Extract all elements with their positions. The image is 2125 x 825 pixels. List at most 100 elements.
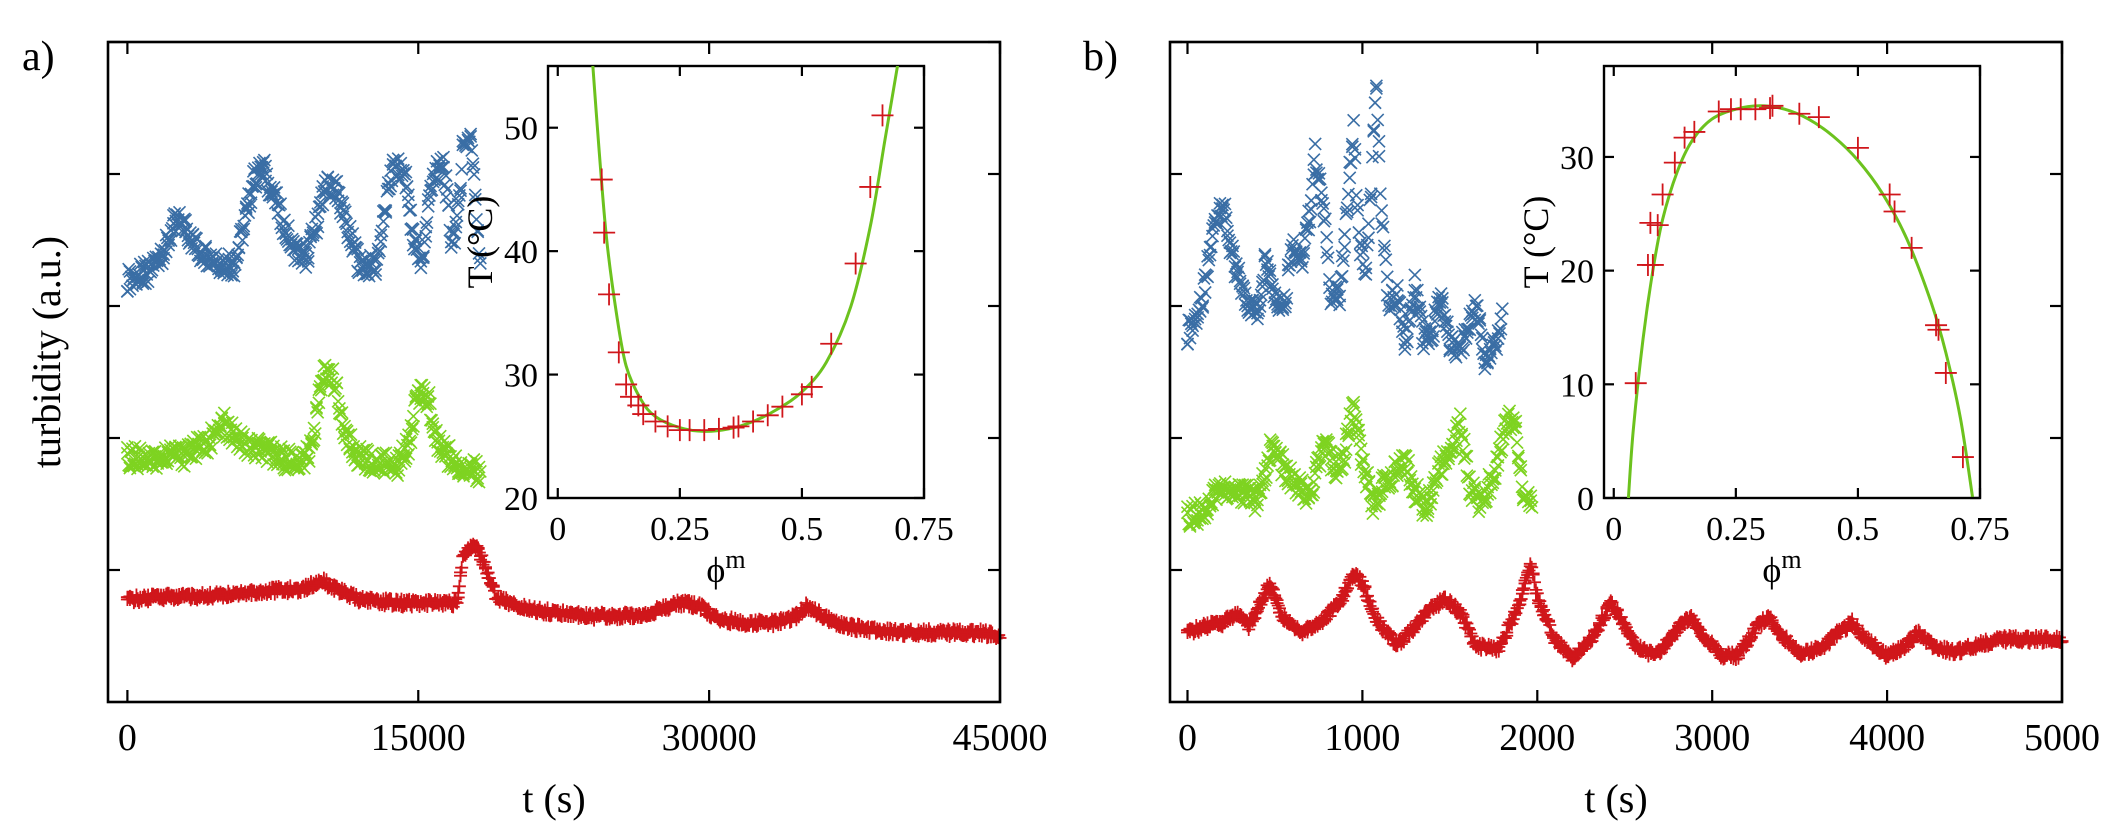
data-point [471,223,485,237]
data-point [461,133,475,147]
data-point [188,231,202,245]
data-point [1940,645,1954,659]
data-point [1513,594,1527,608]
x-tick-label: 45000 [953,717,1048,759]
data-point [1218,197,1232,211]
data-point [1225,247,1240,261]
plot-frame [1168,40,2064,704]
data-point [1757,617,1771,631]
data-point [1460,449,1474,463]
data-point [1668,624,1682,638]
data-point [308,225,323,239]
data-point [369,263,383,278]
data-point [453,184,468,198]
panel-b: b) 0 1000 2000 3000 4000 5000 t (s) 0 0.25 0.5 0.75… [1083,34,2100,821]
x-tick-label: 4000 [1849,717,1925,759]
data-point [1180,506,1195,520]
data-point [1395,325,1409,339]
data-point [1345,140,1359,154]
inset-x-axis-symbol: ϕ [1762,550,1781,590]
data-point [1287,233,1301,247]
inset-data-point [1846,136,1869,159]
data-point [1340,201,1354,215]
data-point [1670,625,1684,639]
data-point [1263,267,1277,281]
data-point [1337,453,1351,467]
series-1 [1180,395,1539,534]
data-point [433,429,447,443]
data-point [1742,629,1756,643]
data-point [1364,190,1378,204]
data-point [1208,483,1222,497]
data-point [1494,322,1508,336]
data-point [414,261,428,275]
data-point [1342,429,1356,443]
data-point [1268,286,1282,300]
data-point [1449,434,1463,448]
data-point [1357,465,1371,479]
data-point [1268,590,1282,604]
inset-data-point [693,419,716,442]
data-point [1271,598,1285,612]
data-point [277,444,291,458]
data-point [130,462,145,476]
inset-data-point [1925,314,1948,337]
data-point [1180,337,1195,351]
inset-y-tick-label: 20 [1560,254,1594,291]
data-point [1860,635,1874,649]
data-point [249,177,263,191]
data-point [1475,342,1489,356]
data-point [1236,478,1250,492]
data-point [469,212,484,227]
data-point [1438,314,1452,329]
data-point [1456,608,1470,622]
data-point [1827,631,1841,645]
data-point [344,428,358,442]
data-point [451,197,465,211]
data-point [1613,611,1627,625]
data-point [436,440,450,454]
data-point [322,362,336,377]
data-point [1268,446,1282,460]
data-point [1739,640,1753,654]
data-point [1295,628,1309,642]
data-point [1347,398,1361,413]
data-point [471,541,485,555]
data-point [451,467,465,481]
data-point [374,228,388,242]
inset-x-tick-label: 0.5 [1837,511,1880,548]
data-point [1552,634,1566,648]
data-point [1367,123,1381,137]
data-point [216,591,230,605]
data-point [1524,489,1538,503]
data-point [279,231,293,245]
data-point [486,579,500,593]
data-point [1662,631,1676,645]
data-point [374,235,388,249]
data-point [261,176,275,190]
inset-y-tick-label: 30 [1560,140,1594,177]
data-point [434,161,448,175]
data-point [1621,626,1635,640]
data-point [469,474,484,488]
data-point [1243,293,1257,308]
data-point [1317,437,1331,451]
data-point [1333,289,1347,303]
data-point [1314,186,1328,200]
data-point [1737,643,1751,657]
data-point [1379,626,1393,640]
data-point [1495,302,1509,316]
data-point [301,251,315,265]
data-point [1379,253,1393,267]
data-point [1443,593,1457,607]
data-point [316,198,330,212]
data-point [357,268,371,282]
data-point [455,561,469,575]
data-point [1245,293,1260,308]
inset-data-point [1878,183,1901,206]
data-point [1383,475,1397,489]
data-point [439,169,453,183]
data-point [1610,603,1624,617]
data-point [309,401,324,415]
data-point [1357,582,1371,596]
